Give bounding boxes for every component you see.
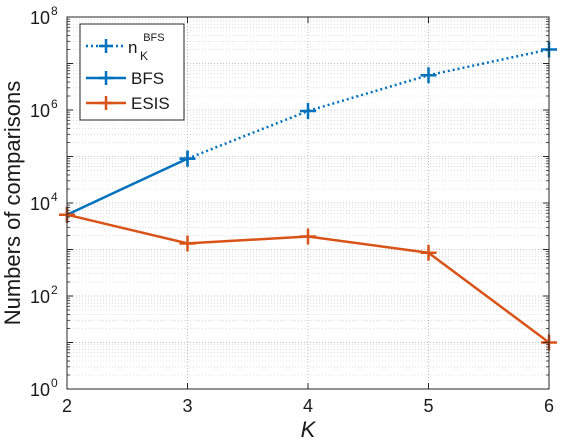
series-line-bfs — [66, 157, 189, 216]
y-tick-label-base: 10 — [30, 380, 50, 400]
x-tick-labels: 2 3 4 5 6 — [62, 396, 554, 416]
data-point-n-k-bfs — [300, 103, 316, 120]
x-tick-label: 5 — [423, 396, 433, 416]
legend-label-nbfs: n BFS K — [128, 26, 169, 63]
y-tick-label: 102 — [30, 283, 58, 307]
y-tick-label-exponent: 2 — [51, 283, 58, 297]
legend-marker-nbfs — [99, 39, 113, 53]
y-tick-label-base: 10 — [30, 287, 50, 307]
legend-label-nbfs-sup: BFS — [143, 32, 164, 44]
data-point-esis — [420, 244, 437, 261]
legend-label-esis: ESIS — [131, 94, 170, 113]
x-tick-label: 4 — [303, 396, 313, 416]
y-tick-label: 106 — [30, 97, 58, 121]
legend-label-nbfs-sub: K — [140, 49, 148, 63]
y-tick-label-exponent: 8 — [51, 4, 58, 18]
axis-ticks — [66, 16, 550, 390]
data-point-n-k-bfs — [420, 67, 437, 84]
y-tick-label-base: 10 — [30, 194, 50, 214]
data-point-esis — [179, 235, 196, 252]
legend-marker-esis — [99, 96, 113, 110]
y-tick-label: 100 — [30, 376, 58, 400]
data-point-esis — [300, 228, 316, 245]
legend-label-bfs: BFS — [131, 69, 164, 88]
x-tick-label: 6 — [544, 396, 554, 416]
y-tick-label: 108 — [30, 4, 58, 28]
y-tick-label-base: 10 — [30, 8, 50, 28]
y-tick-label-exponent: 6 — [51, 97, 58, 111]
series-line-n-k-bfs — [187, 48, 550, 160]
y-tick-label-base: 10 — [30, 101, 50, 121]
y-tick-label-exponent: 0 — [51, 376, 58, 390]
y-axis-label: Numbers of comparisons — [0, 81, 25, 326]
legend: n BFS K BFS ESIS — [79, 23, 185, 121]
y-tick-label: 104 — [30, 190, 58, 214]
legend-marker-bfs — [99, 71, 113, 85]
x-axis-label: K — [301, 417, 317, 442]
x-tick-label: 3 — [182, 396, 192, 416]
x-tick-label: 2 — [62, 396, 72, 416]
data-point-n-k-bfs — [179, 150, 196, 167]
legend-label-nbfs-main: n — [128, 38, 137, 57]
y-tick-label-exponent: 4 — [51, 190, 58, 204]
